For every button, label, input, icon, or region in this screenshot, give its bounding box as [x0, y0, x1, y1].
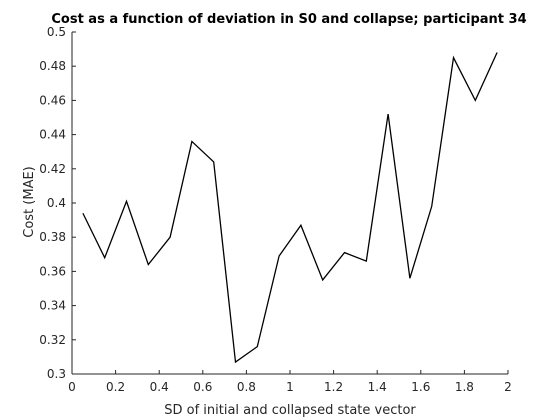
y-tick-label: 0.32 [39, 333, 66, 347]
x-tick-label: 1.8 [455, 380, 474, 394]
x-tick-label: 1 [286, 380, 294, 394]
y-tick-label: 0.42 [39, 162, 66, 176]
y-tick-label: 0.34 [39, 299, 66, 313]
x-tick-label: 0.6 [193, 380, 212, 394]
y-tick-label: 0.38 [39, 230, 66, 244]
x-tick-label: 0.4 [150, 380, 169, 394]
y-tick-label: 0.46 [39, 93, 66, 107]
x-tick-label: 1.2 [324, 380, 343, 394]
x-tick-label: 1.4 [368, 380, 387, 394]
x-tick-label: 0 [68, 380, 76, 394]
x-tick-label: 1.6 [411, 380, 430, 394]
chart-title: Cost as a function of deviation in S0 an… [51, 12, 526, 27]
x-tick-label: 0.2 [106, 380, 125, 394]
x-axis-label: SD of initial and collapsed state vector [164, 403, 416, 418]
series-line [82, 52, 498, 364]
y-tick-label: 0.48 [39, 59, 66, 73]
y-tick-label: 0.3 [47, 367, 66, 381]
y-tick-label: 0.5 [47, 25, 66, 39]
y-tick-label: 0.36 [39, 264, 66, 278]
x-tick-label: 0.8 [237, 380, 256, 394]
y-tick-label: 0.4 [47, 196, 66, 210]
y-tick-label: 0.44 [39, 128, 66, 142]
x-tick-label: 2 [504, 380, 512, 394]
y-axis-label: Cost (MAE) [22, 166, 37, 238]
plot-area: 0 0.2 0.4 0.6 0.8 1 1.2 1.4 1.6 1.8 2 0.3 0.32 0.34 0.… [39, 25, 512, 394]
